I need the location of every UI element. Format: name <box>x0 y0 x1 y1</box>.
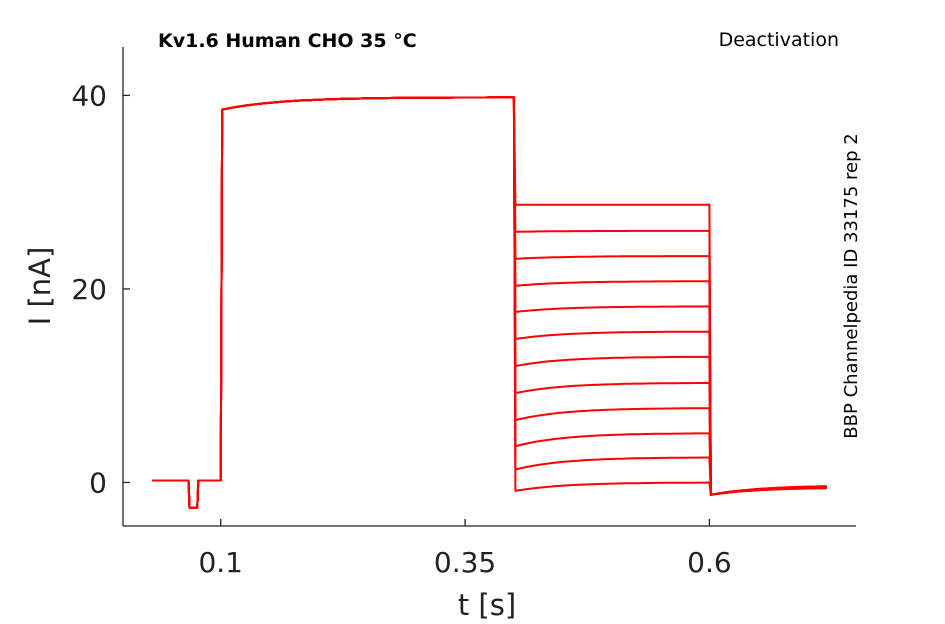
current-trace <box>152 96 827 509</box>
y-tick-label: 40 <box>71 79 107 112</box>
channelpedia-annotation: BBP Channelpedia ID 33175 rep 2 <box>841 133 862 438</box>
axes <box>122 47 856 527</box>
current-trace <box>152 96 827 509</box>
x-tick-label: 0.1 <box>198 546 243 579</box>
current-trace <box>152 96 827 509</box>
y-axis-label: I [nA] <box>23 247 57 326</box>
current-trace <box>152 96 827 509</box>
current-trace <box>152 96 827 509</box>
current-trace <box>152 96 827 509</box>
y-tick-label: 20 <box>71 273 107 306</box>
current-trace <box>152 96 827 509</box>
x-tick-label: 0.35 <box>434 546 496 579</box>
chart-subtitle: Deactivation <box>719 29 839 51</box>
chart-title: Kv1.6 Human CHO 35 °C <box>158 30 417 52</box>
current-traces <box>152 96 827 509</box>
current-trace <box>152 96 827 509</box>
y-tick-label: 0 <box>89 466 107 499</box>
x-axis-label: t [s] <box>458 588 516 622</box>
current-trace <box>152 96 827 509</box>
ticks: 0.1 0.35 0.6 0 20 40 <box>71 79 731 579</box>
x-tick-label: 0.6 <box>687 546 732 579</box>
current-trace <box>152 96 827 509</box>
current-trace <box>152 96 827 509</box>
current-trace <box>152 96 827 509</box>
